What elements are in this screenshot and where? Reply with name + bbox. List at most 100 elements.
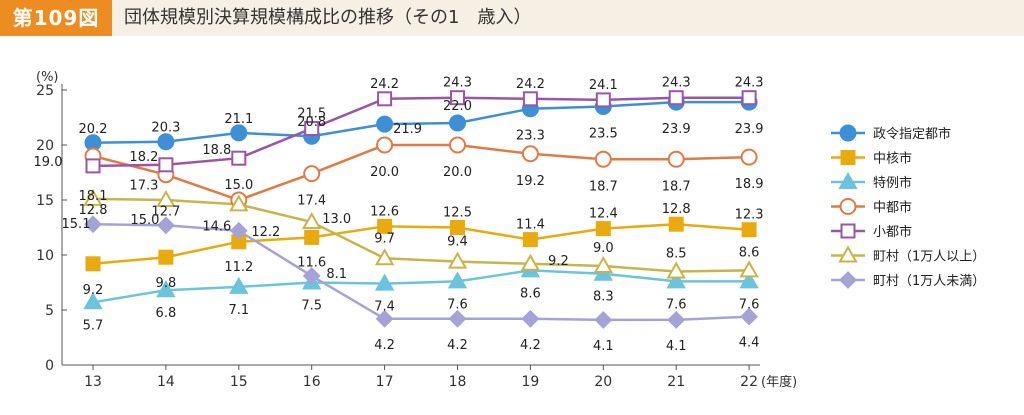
legend-marker bbox=[839, 124, 857, 142]
data-label: 18.7 bbox=[662, 179, 691, 194]
series-6-point bbox=[229, 194, 249, 212]
series-5-point bbox=[158, 157, 174, 173]
series-1-point bbox=[376, 115, 394, 133]
data-label: 6.8 bbox=[156, 306, 177, 321]
data-label: 23.5 bbox=[589, 127, 618, 142]
data-label: 11.6 bbox=[297, 255, 326, 270]
y-tick-label: 10 bbox=[36, 248, 54, 264]
series-4-point bbox=[449, 136, 466, 154]
x-tick-label: 21 bbox=[667, 374, 685, 390]
data-label: 24.3 bbox=[443, 76, 472, 91]
series-6-point bbox=[447, 251, 468, 269]
series-1-point bbox=[449, 114, 466, 132]
series-3-point bbox=[374, 273, 395, 291]
data-label: 8.5 bbox=[666, 247, 687, 262]
x-tick-label: 14 bbox=[157, 374, 175, 390]
data-label: 20.0 bbox=[443, 165, 472, 180]
data-label: 7.5 bbox=[301, 299, 322, 314]
data-label: 17.3 bbox=[129, 179, 158, 194]
data-label: 19.0 bbox=[34, 155, 63, 170]
legend-label: 特例市 bbox=[873, 175, 912, 191]
data-label: 20.2 bbox=[79, 122, 108, 137]
series-4-point bbox=[303, 165, 321, 183]
y-tick-label: 5 bbox=[45, 303, 54, 319]
data-label: 4.2 bbox=[374, 338, 395, 353]
series-2-point bbox=[85, 256, 101, 272]
series-2-point bbox=[668, 216, 684, 232]
data-label: 7.6 bbox=[739, 297, 760, 312]
data-label: 7.6 bbox=[666, 297, 687, 312]
legend-label: 政令指定都市 bbox=[873, 126, 951, 142]
data-label: 12.5 bbox=[443, 206, 472, 221]
series-3-point bbox=[739, 271, 759, 289]
figure-header: 第109図 団体規模別決算規模構成比の推移（その1 歳入） bbox=[0, 0, 1024, 36]
series-2-point bbox=[304, 229, 320, 245]
x-tick-label: 16 bbox=[303, 374, 321, 390]
legend-label: 中都市 bbox=[873, 200, 912, 216]
y-unit-label: (%) bbox=[36, 70, 59, 85]
series-5-point bbox=[668, 90, 684, 106]
series-5-point bbox=[741, 90, 757, 106]
series-5-point bbox=[304, 121, 320, 136]
data-label: 15.1 bbox=[62, 217, 91, 232]
data-label: 11.2 bbox=[224, 260, 253, 275]
series-2-point bbox=[522, 232, 538, 248]
data-label: 8.1 bbox=[326, 267, 347, 282]
series-7-point bbox=[594, 310, 613, 329]
data-label: 4.2 bbox=[520, 338, 541, 353]
series-3-point bbox=[229, 276, 249, 294]
series-1-point bbox=[230, 124, 248, 142]
data-label: 15.0 bbox=[224, 178, 253, 193]
legend-marker bbox=[838, 171, 858, 189]
data-label: 21.9 bbox=[393, 122, 422, 137]
data-label: 23.3 bbox=[516, 129, 545, 144]
series-7-point bbox=[375, 309, 394, 328]
legend-marker bbox=[840, 150, 856, 165]
data-label: 18.1 bbox=[79, 189, 108, 204]
series-6-point bbox=[666, 261, 686, 279]
series-5-point bbox=[595, 92, 611, 108]
series-5-point bbox=[450, 90, 465, 106]
series-6-point bbox=[520, 253, 541, 271]
series-2-point bbox=[741, 222, 757, 238]
data-label: 7.1 bbox=[228, 303, 249, 318]
data-label: 18.2 bbox=[129, 150, 158, 165]
data-label: 12.8 bbox=[662, 202, 691, 217]
series-line-4 bbox=[92, 143, 750, 202]
data-label: 18.9 bbox=[735, 177, 764, 192]
legend-marker bbox=[840, 223, 856, 239]
x-tick-label: 20 bbox=[594, 374, 612, 390]
series-line-2 bbox=[92, 222, 750, 266]
data-label: 23.9 bbox=[662, 122, 691, 137]
series-2-point bbox=[450, 220, 465, 235]
series-line-6 bbox=[92, 197, 750, 273]
data-label: 12.7 bbox=[151, 204, 180, 219]
data-label: 20.8 bbox=[297, 115, 326, 130]
data-label: 9.4 bbox=[447, 235, 468, 250]
data-label: 9.2 bbox=[83, 283, 104, 298]
data-label: 13.0 bbox=[322, 212, 351, 227]
series-3-point bbox=[156, 280, 176, 298]
series-6-point bbox=[739, 260, 759, 278]
data-label: 18.8 bbox=[202, 143, 231, 158]
data-label: 4.1 bbox=[593, 339, 614, 354]
data-label: 9.0 bbox=[593, 241, 614, 256]
series-line-1 bbox=[92, 100, 750, 145]
data-label: 24.2 bbox=[516, 77, 545, 92]
legend-marker bbox=[839, 198, 857, 215]
legend-label: 町村（1万人以上） bbox=[873, 250, 985, 265]
data-label: 4.2 bbox=[447, 338, 468, 353]
y-tick-label: 25 bbox=[36, 83, 54, 99]
series-2-point bbox=[377, 218, 393, 234]
data-label: 8.6 bbox=[739, 245, 760, 260]
legend-label: 小都市 bbox=[873, 224, 912, 240]
data-label: 15.0 bbox=[130, 213, 159, 228]
series-4-point bbox=[667, 150, 685, 168]
legend-label: 町村（1万人未満） bbox=[873, 274, 985, 289]
series-5-point bbox=[377, 91, 393, 107]
x-tick-label: 22 bbox=[740, 374, 758, 390]
series-2-point bbox=[158, 249, 174, 265]
series-7-point bbox=[229, 221, 248, 240]
series-4-point bbox=[521, 145, 539, 163]
data-label: 14.6 bbox=[202, 219, 231, 234]
